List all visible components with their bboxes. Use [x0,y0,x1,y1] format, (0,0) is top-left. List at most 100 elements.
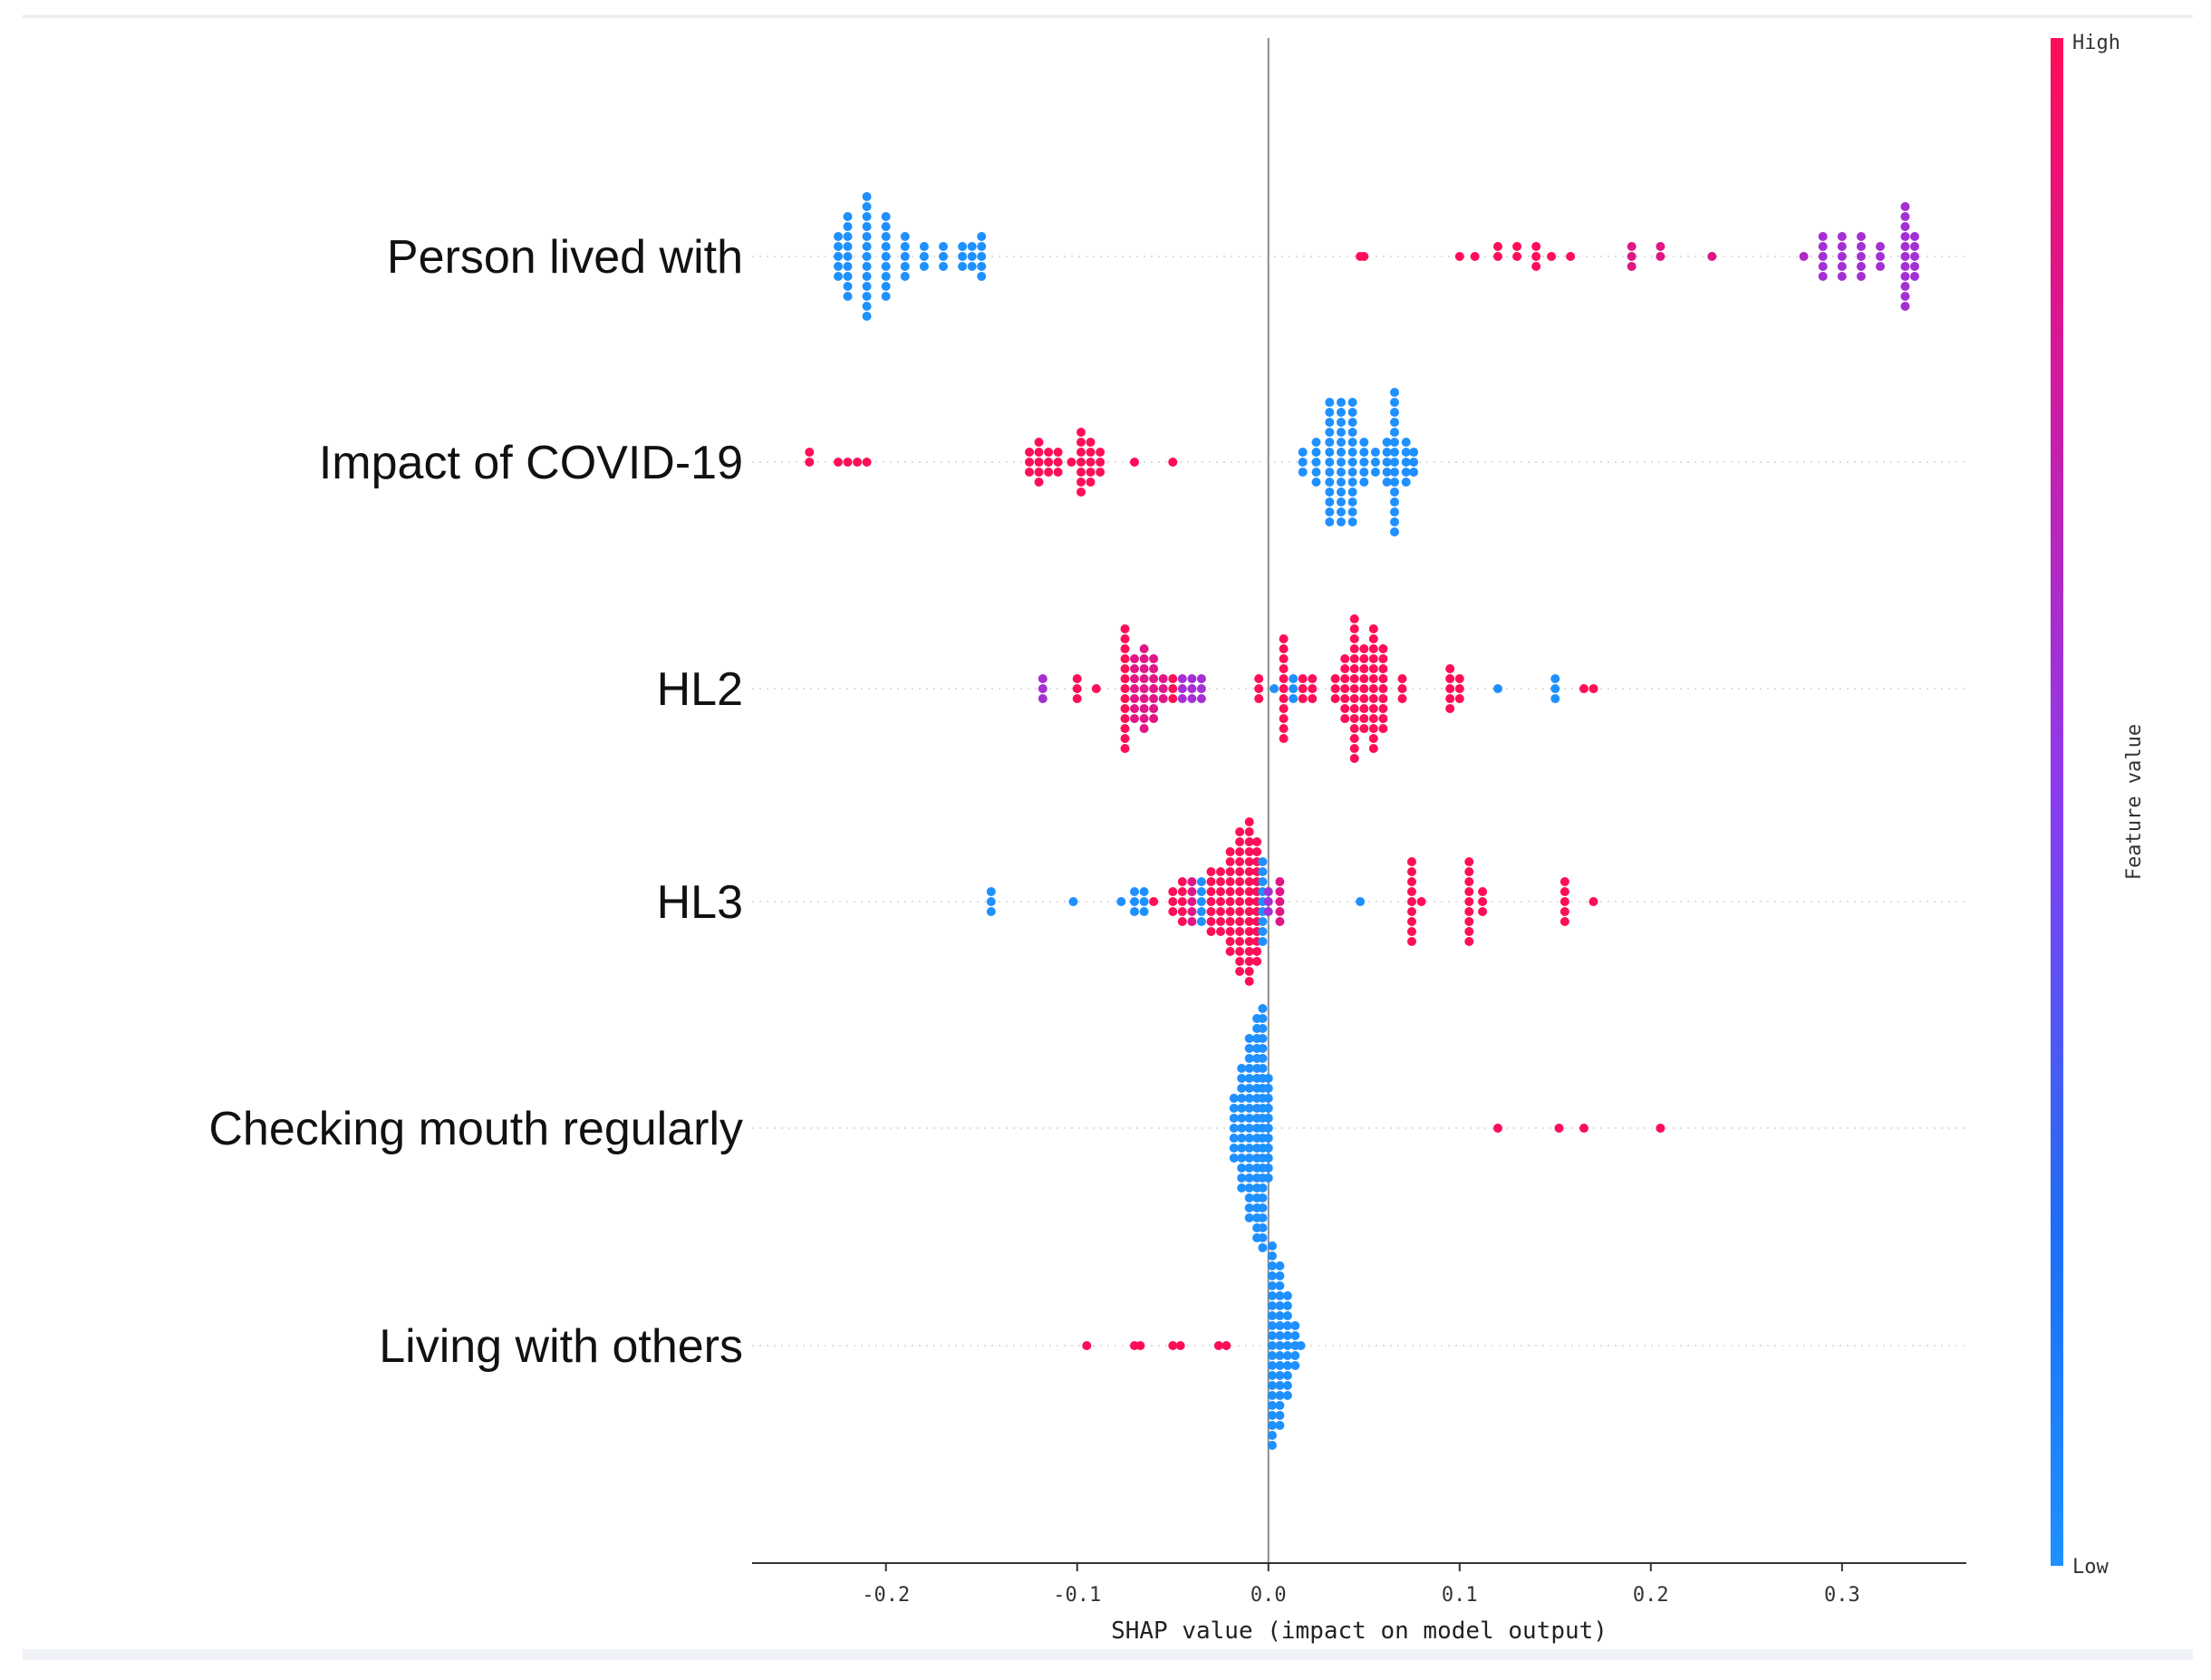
shap-point [1225,867,1235,876]
shap-point [1225,907,1235,916]
shap-point [1120,634,1130,643]
shap-point [834,262,843,271]
shap-point [1086,478,1096,487]
shap-point [805,448,815,457]
shap-point [1263,1114,1273,1123]
shap-point [1168,1341,1178,1350]
shap-point [1130,458,1139,467]
shap-point [1206,907,1216,916]
shap-point [1216,887,1225,896]
shap-point [843,282,853,291]
shap-point [1325,488,1335,497]
shap-point [1258,937,1268,946]
shap-point [1279,694,1289,703]
shap-point [1168,897,1178,906]
shap-point [1818,252,1828,261]
shap-point [986,887,996,896]
shap-point [1158,684,1168,693]
shap-point [1244,1173,1254,1183]
shap-point [1130,714,1139,723]
shap-point [1627,252,1637,261]
shap-point [1401,468,1411,477]
shap-point [1275,1341,1285,1350]
shap-point [1275,1351,1285,1360]
shap-point [1244,947,1254,956]
shap-point [1368,704,1378,713]
shap-point [1139,897,1149,906]
shap-point [1347,468,1357,477]
shap-point [1337,448,1346,457]
shap-point [1268,1361,1277,1370]
shap-point [1263,1173,1273,1183]
shap-point [1856,242,1866,251]
shap-point [1120,644,1130,653]
shap-point [1086,448,1096,457]
shap-point [1258,877,1268,886]
shap-point [1044,448,1054,457]
shap-point [881,262,891,271]
shap-point [1290,1331,1300,1340]
shap-point [1337,497,1346,507]
shap-point [1130,694,1139,703]
shap-point [1268,1421,1277,1430]
shap-point [1268,1291,1277,1300]
shap-point [1337,438,1346,447]
x-tick-label: -0.1 [1053,1584,1101,1607]
shap-point [1370,458,1380,467]
shap-point [1149,704,1159,713]
colorbar-low-label: Low [2072,1556,2109,1579]
shap-point [1470,252,1480,261]
shap-point [1235,867,1245,876]
shap-point [1559,887,1569,896]
shap-point [1034,478,1044,487]
shap-point [1282,1381,1292,1390]
shap-point [1216,867,1225,876]
shap-point [1244,1064,1254,1073]
shap-point [1130,674,1139,683]
shap-point [1077,448,1086,457]
shap-point [1130,704,1139,713]
shap-point [1900,282,1910,291]
shap-point [967,252,977,261]
shap-point [1900,292,1910,301]
shap-point [1282,1311,1292,1320]
shap-point [1279,664,1289,673]
x-tick-label: 0.3 [1824,1584,1860,1607]
shap-point [1229,1144,1239,1153]
shap-point [1279,734,1289,743]
shap-point [1290,1321,1300,1330]
shap-point [1359,684,1369,693]
shap-point [1275,1391,1285,1400]
shap-point [1378,644,1388,653]
shap-point [1464,887,1474,896]
shap-point [1177,877,1187,886]
shap-point [1216,927,1225,936]
shap-point [862,272,872,281]
shap-point [1235,847,1245,856]
shap-point [1187,674,1197,683]
shap-point [1120,654,1130,663]
shap-point [1044,458,1054,467]
shap-point [1139,684,1149,693]
shap-point [1044,468,1054,477]
shap-point [1559,917,1569,926]
shap-point [1390,478,1399,487]
shap-point [1252,847,1262,856]
shap-point [1225,857,1235,866]
shap-point [1397,694,1407,703]
shap-point [1244,1054,1254,1063]
shap-point [1397,674,1407,683]
shap-point [1244,887,1254,896]
shap-point [1359,448,1369,457]
shap-point [1325,478,1335,487]
shap-point [843,262,853,271]
shap-point [1235,967,1245,976]
x-tick-label: 0.2 [1633,1584,1669,1607]
shap-point [1244,897,1254,906]
shap-point [1445,704,1455,713]
shap-point [1275,1261,1285,1270]
shap-point [1225,917,1235,926]
shap-point [1275,1321,1285,1330]
shap-point [1244,1144,1254,1153]
shap-point [939,262,948,271]
